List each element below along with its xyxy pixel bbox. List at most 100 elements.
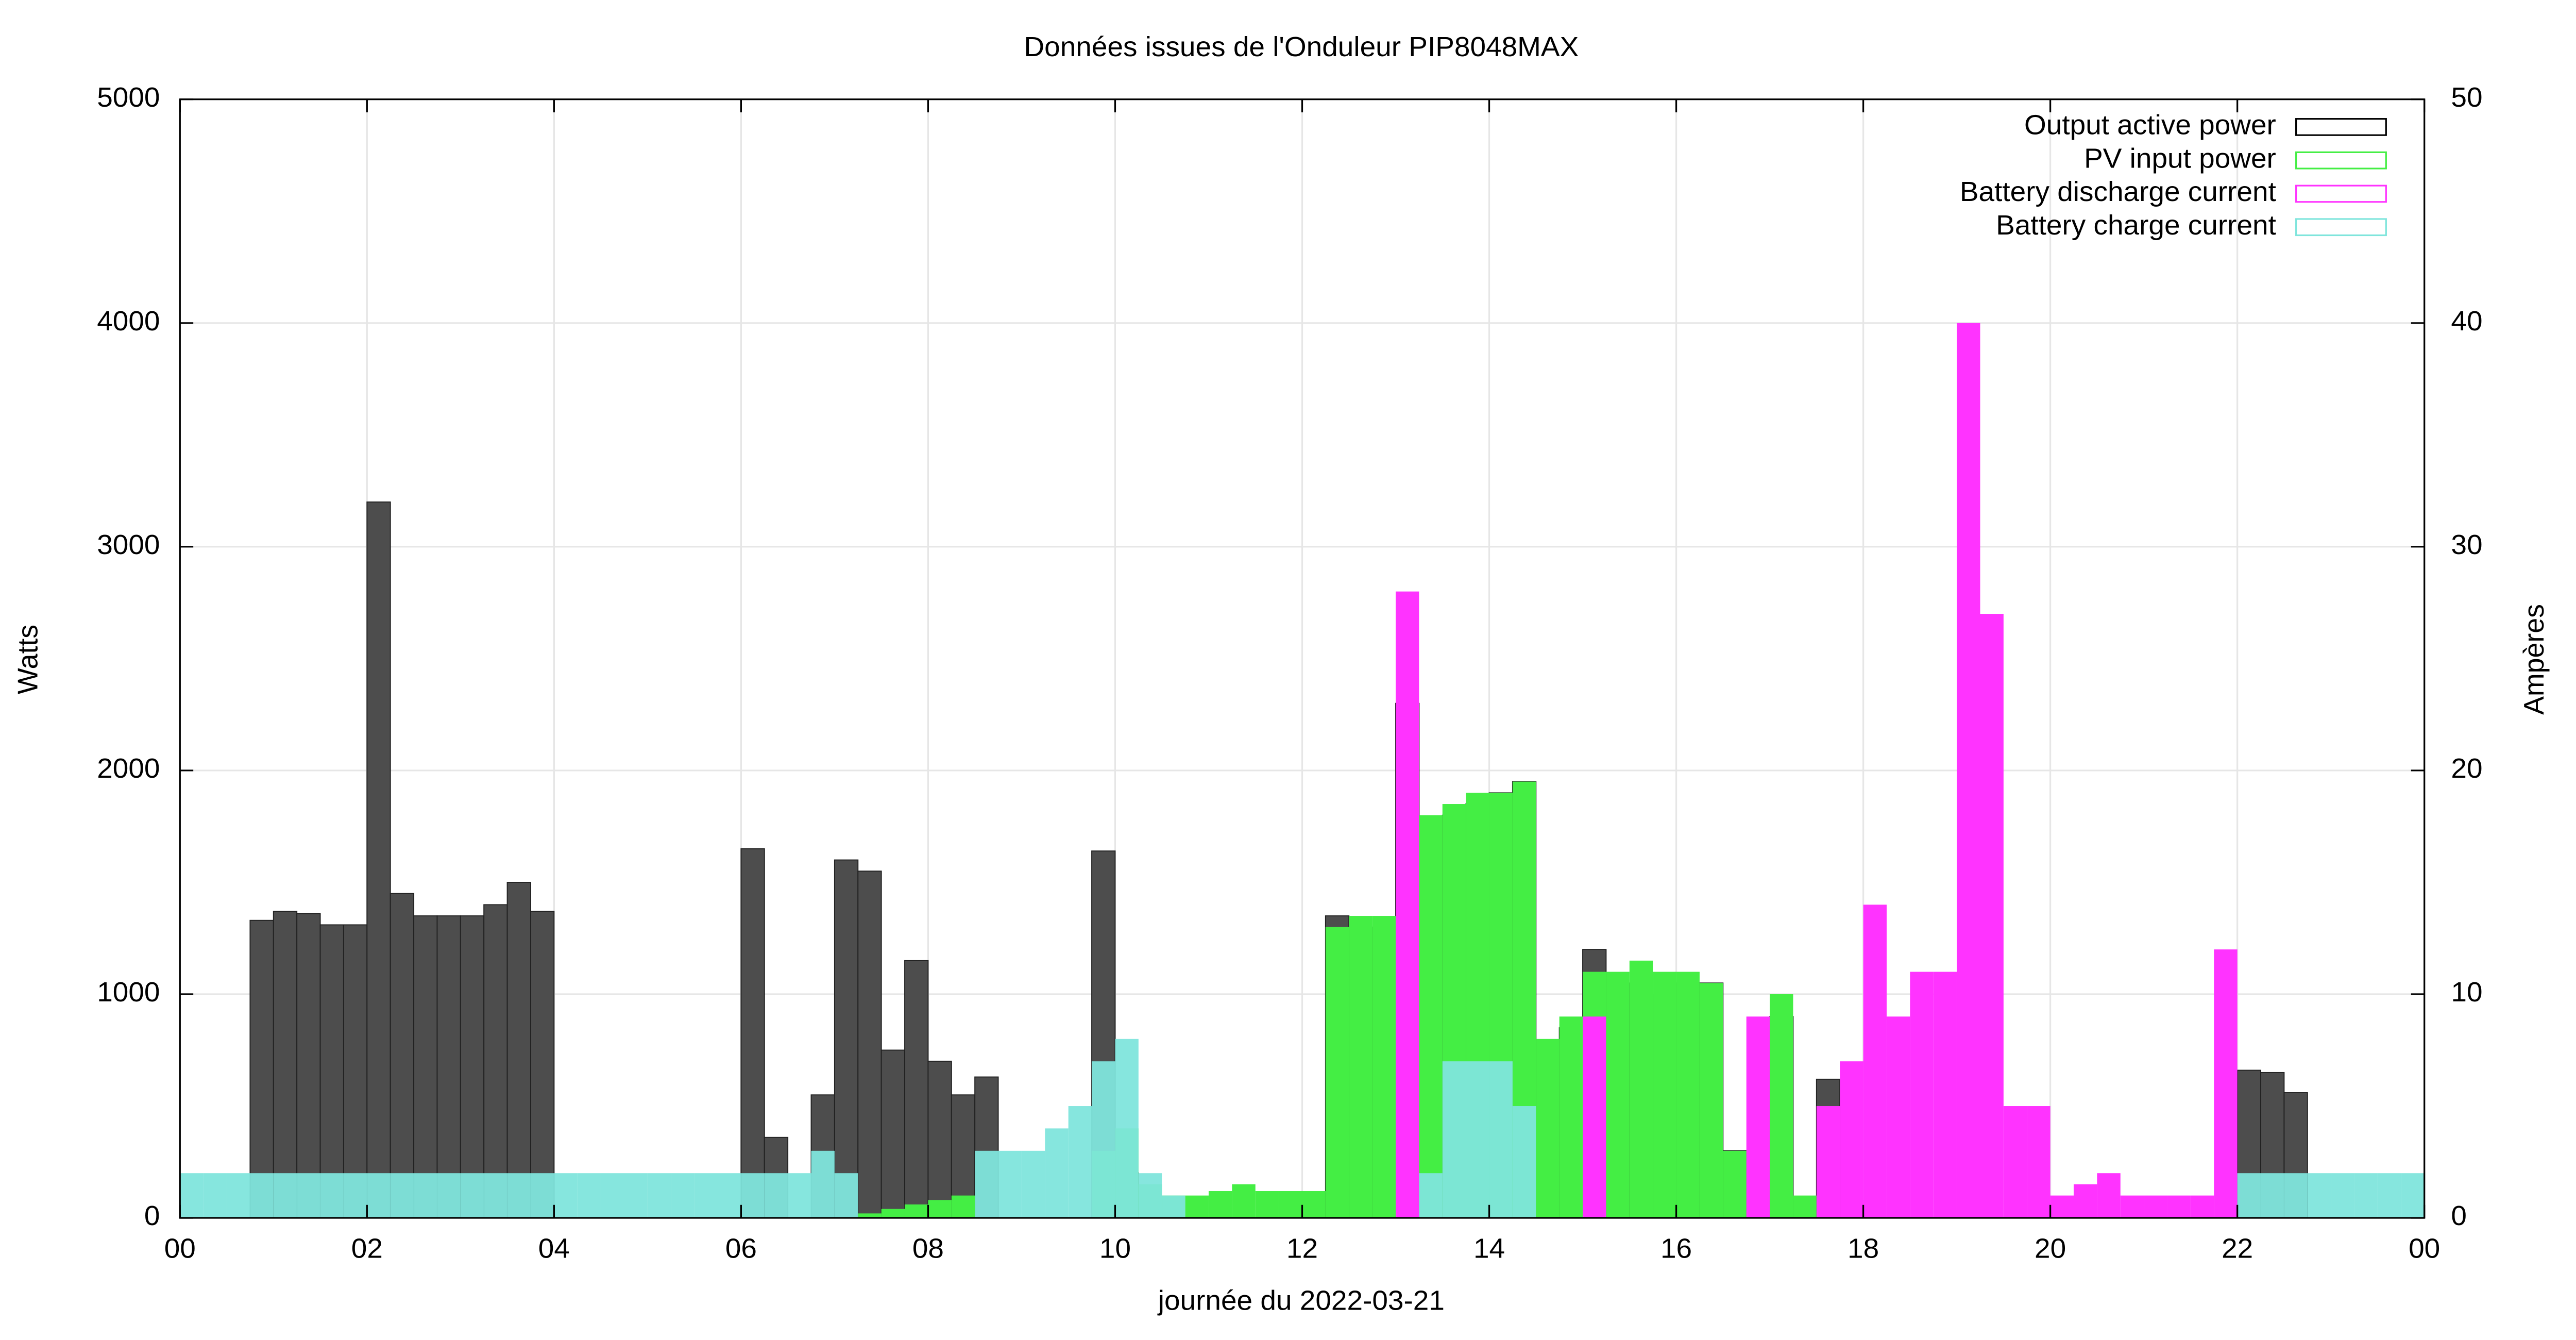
axes: 00 02 04 06 08 10 12 14 16 18 20 22 0001000200030004… xyxy=(97,81,2482,1264)
step-bar xyxy=(905,1204,928,1218)
step-bar xyxy=(2377,1173,2401,1218)
step-bar xyxy=(343,924,368,1219)
step-bar xyxy=(273,1173,297,1218)
step-bar xyxy=(788,1173,811,1218)
x-tick-label: 00 xyxy=(2409,1233,2440,1264)
step-bar xyxy=(414,1173,437,1218)
step-bar xyxy=(834,859,859,1219)
step-bar xyxy=(506,882,531,1219)
step-bar xyxy=(927,1061,952,1219)
step-bar xyxy=(904,960,929,1219)
step-bar xyxy=(343,1173,367,1218)
step-bar xyxy=(741,1173,765,1218)
x-tick-label: 22 xyxy=(2222,1233,2253,1264)
step-bar xyxy=(530,911,555,1219)
step-bar xyxy=(811,1150,835,1218)
step-bar xyxy=(1980,614,2004,1218)
x-tick-label: 06 xyxy=(725,1233,757,1264)
y2-axis-label: Ampères xyxy=(2518,604,2550,715)
step-bar xyxy=(1349,916,1372,1218)
step-bar xyxy=(975,1150,998,1218)
step-bar xyxy=(296,913,321,1219)
y-axis-label: Watts xyxy=(12,625,44,694)
step-bar xyxy=(1957,323,1980,1218)
step-bar xyxy=(694,1173,718,1218)
step-bar xyxy=(834,1173,858,1218)
step-bar xyxy=(2284,1173,2308,1218)
step-bar xyxy=(1559,1016,1583,1218)
step-bar xyxy=(460,1173,484,1218)
step-bar xyxy=(671,1173,694,1218)
y2-tick-label: 20 xyxy=(2451,753,2482,784)
step-bar xyxy=(881,1209,905,1218)
step-bar xyxy=(1886,1016,1910,1218)
x-tick-label: 14 xyxy=(1473,1233,1505,1264)
step-bar xyxy=(319,924,344,1219)
step-bar xyxy=(1536,1038,1560,1218)
step-bar xyxy=(1793,1195,1817,1218)
step-bar xyxy=(1325,927,1349,1218)
step-bar xyxy=(437,1173,461,1218)
step-bar xyxy=(624,1173,648,1218)
step-bar xyxy=(1255,1191,1279,1218)
step-bar xyxy=(1489,1061,1513,1218)
step-bar xyxy=(647,1173,671,1218)
step-bar xyxy=(2144,1195,2167,1218)
step-bar xyxy=(1092,1061,1115,1218)
step-bar xyxy=(1442,1061,1466,1218)
plot-border xyxy=(179,98,2426,1219)
step-bar xyxy=(998,1150,1022,1218)
step-bar xyxy=(2261,1173,2284,1218)
step-bar xyxy=(484,1173,507,1218)
legend-label: Battery discharge current xyxy=(1960,176,2276,207)
step-bar xyxy=(2401,1173,2425,1218)
step-bar xyxy=(2120,1195,2144,1218)
step-bar xyxy=(1396,591,1419,1218)
step-bar xyxy=(2003,1106,2027,1218)
legend-swatch xyxy=(2295,151,2387,170)
step-bar xyxy=(577,1173,601,1218)
step-bar xyxy=(951,1195,975,1218)
step-bar xyxy=(366,501,391,1219)
step-bar xyxy=(1279,1191,1302,1218)
step-bar xyxy=(530,1173,554,1218)
step-bar xyxy=(1185,1195,1209,1218)
step-bar xyxy=(1723,1150,1747,1218)
step-bar xyxy=(1583,1016,1606,1218)
y-tick-label: 3000 xyxy=(97,529,160,560)
step-bar xyxy=(2331,1173,2354,1218)
x-tick-label: 16 xyxy=(1660,1233,1692,1264)
legend-swatch xyxy=(2295,118,2387,136)
step-bar xyxy=(928,1200,952,1218)
step-bar xyxy=(2097,1173,2121,1218)
step-bar xyxy=(390,1173,414,1218)
y-tick-label: 1000 xyxy=(97,977,160,1008)
step-bar xyxy=(1419,1173,1443,1218)
step-bar xyxy=(1770,994,1793,1218)
y2-tick-label: 40 xyxy=(2451,306,2482,337)
x-tick-label: 18 xyxy=(1848,1233,1879,1264)
step-bar xyxy=(389,893,415,1219)
step-bar xyxy=(2354,1173,2378,1218)
step-bar xyxy=(601,1173,624,1218)
step-bar xyxy=(1466,1061,1489,1218)
x-tick-label: 04 xyxy=(538,1233,570,1264)
chart-title: Données issues de l'Onduleur PIP8048MAX xyxy=(1024,31,1579,62)
step-bar xyxy=(740,848,765,1219)
x-tick-label: 02 xyxy=(351,1233,383,1264)
step-bar xyxy=(1068,1106,1092,1218)
step-bar xyxy=(1419,815,1443,1218)
step-bar xyxy=(460,915,485,1219)
step-bar xyxy=(1746,1016,1770,1218)
x-tick-label: 20 xyxy=(2035,1233,2066,1264)
step-bar xyxy=(227,1173,250,1218)
x-tick-label: 10 xyxy=(1099,1233,1131,1264)
step-bar xyxy=(1021,1150,1045,1218)
legend-label: Battery charge current xyxy=(1996,209,2276,240)
step-bar xyxy=(1045,1128,1069,1218)
step-bar xyxy=(2237,1173,2261,1218)
step-bar xyxy=(1816,1106,1840,1218)
plot-area xyxy=(180,323,2425,1219)
